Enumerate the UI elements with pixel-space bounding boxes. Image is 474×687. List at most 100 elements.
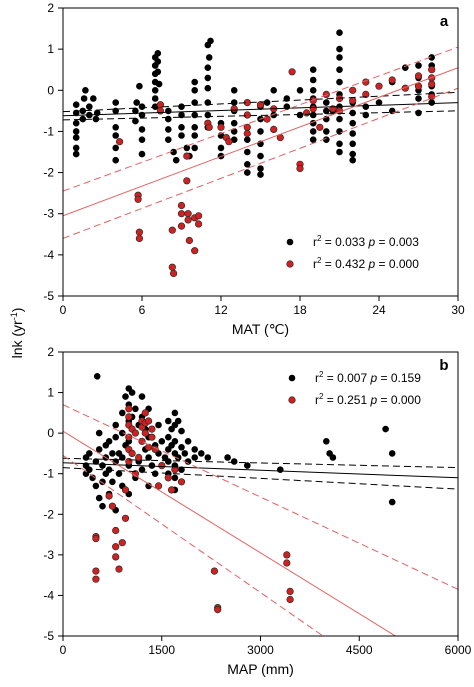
red-point [92,567,100,575]
black-point [138,103,146,110]
red-ci-upper-line [63,46,458,192]
red-point [316,123,324,131]
black-point [119,454,126,461]
black-point [388,450,396,457]
legend-marker [288,396,296,404]
black-point [95,446,103,453]
y-tick-label: 2 [47,345,54,359]
black-point [171,409,179,417]
red-point [112,553,120,561]
black-point [178,132,185,139]
black-point [388,498,396,506]
red-point [135,234,143,242]
black-point [92,115,100,123]
x-tick-label: 3000 [247,643,274,657]
black-point [244,161,251,168]
black-point [428,54,436,61]
black-point [79,115,87,123]
red-point [92,575,100,583]
black-point [109,450,116,457]
black-point [112,156,119,164]
black-point [336,115,343,123]
x-tick-label: 30 [451,303,465,317]
black-point [191,78,198,86]
red-point [184,210,192,218]
red-point [177,201,186,210]
black-point [165,433,172,441]
black-point [132,117,139,125]
red-point [185,236,193,245]
red-point [283,551,291,559]
legend-marker [286,238,294,246]
red-point [108,502,116,510]
black-point [119,409,126,417]
black-point [336,54,343,61]
black-point [95,429,103,437]
black-point [151,87,159,94]
red-point [322,90,330,98]
black-point [178,427,185,435]
red-point [145,417,153,425]
black-fit-line [63,462,458,479]
black-point [86,103,93,110]
y-tick-label: -5 [43,289,54,303]
black-point [283,103,291,110]
black-point [170,148,177,156]
black-point [72,101,80,108]
red-point [164,474,172,482]
black-point [122,393,129,400]
black-point [323,136,330,143]
black-point [171,438,179,445]
red-point [309,105,317,113]
black-point [133,99,140,106]
red-point [362,90,370,98]
black-point [155,421,162,429]
black-point [207,37,214,45]
black-point [217,144,225,152]
black-point [244,462,251,469]
red-point [125,457,133,466]
red-point [205,123,213,131]
black-point [230,99,238,106]
black-point [112,132,119,139]
black-point [89,474,96,482]
red-point [303,109,311,117]
red-point [428,80,436,88]
y-tick-label: -3 [43,207,54,221]
panel-label: b [439,357,448,374]
black-point [349,130,357,137]
black-point [174,454,182,461]
red-point [168,226,176,234]
black-point [105,438,113,445]
red-point [270,125,278,133]
black-point [138,393,146,400]
black-point [155,80,163,88]
black-point [112,124,119,131]
black-point [80,95,88,102]
red-point [121,514,130,522]
y-tick-label: 1 [47,42,54,56]
red-point [288,68,296,76]
red-point [296,164,304,173]
black-point [191,87,198,94]
black-point [309,87,317,94]
black-point [99,502,106,510]
red-ci-lower-line [63,87,458,239]
red-point [131,429,139,437]
red-point [414,72,423,80]
y-tick-label: 2 [47,1,54,15]
red-point [134,195,142,203]
red-point [191,247,199,255]
red-point [170,269,178,278]
black-point [329,454,337,461]
red-point [141,429,149,437]
black-point [178,444,185,451]
black-point [165,136,172,143]
black-point [230,87,238,94]
black-point [148,462,156,469]
legend-entry-black: r2 = 0.007 p = 0.159 [288,370,421,385]
red-point [145,443,153,451]
legend-text: r2 = 0.251 p = 0.000 [315,392,421,407]
black-point [224,454,231,461]
black-fit-line [63,102,458,117]
